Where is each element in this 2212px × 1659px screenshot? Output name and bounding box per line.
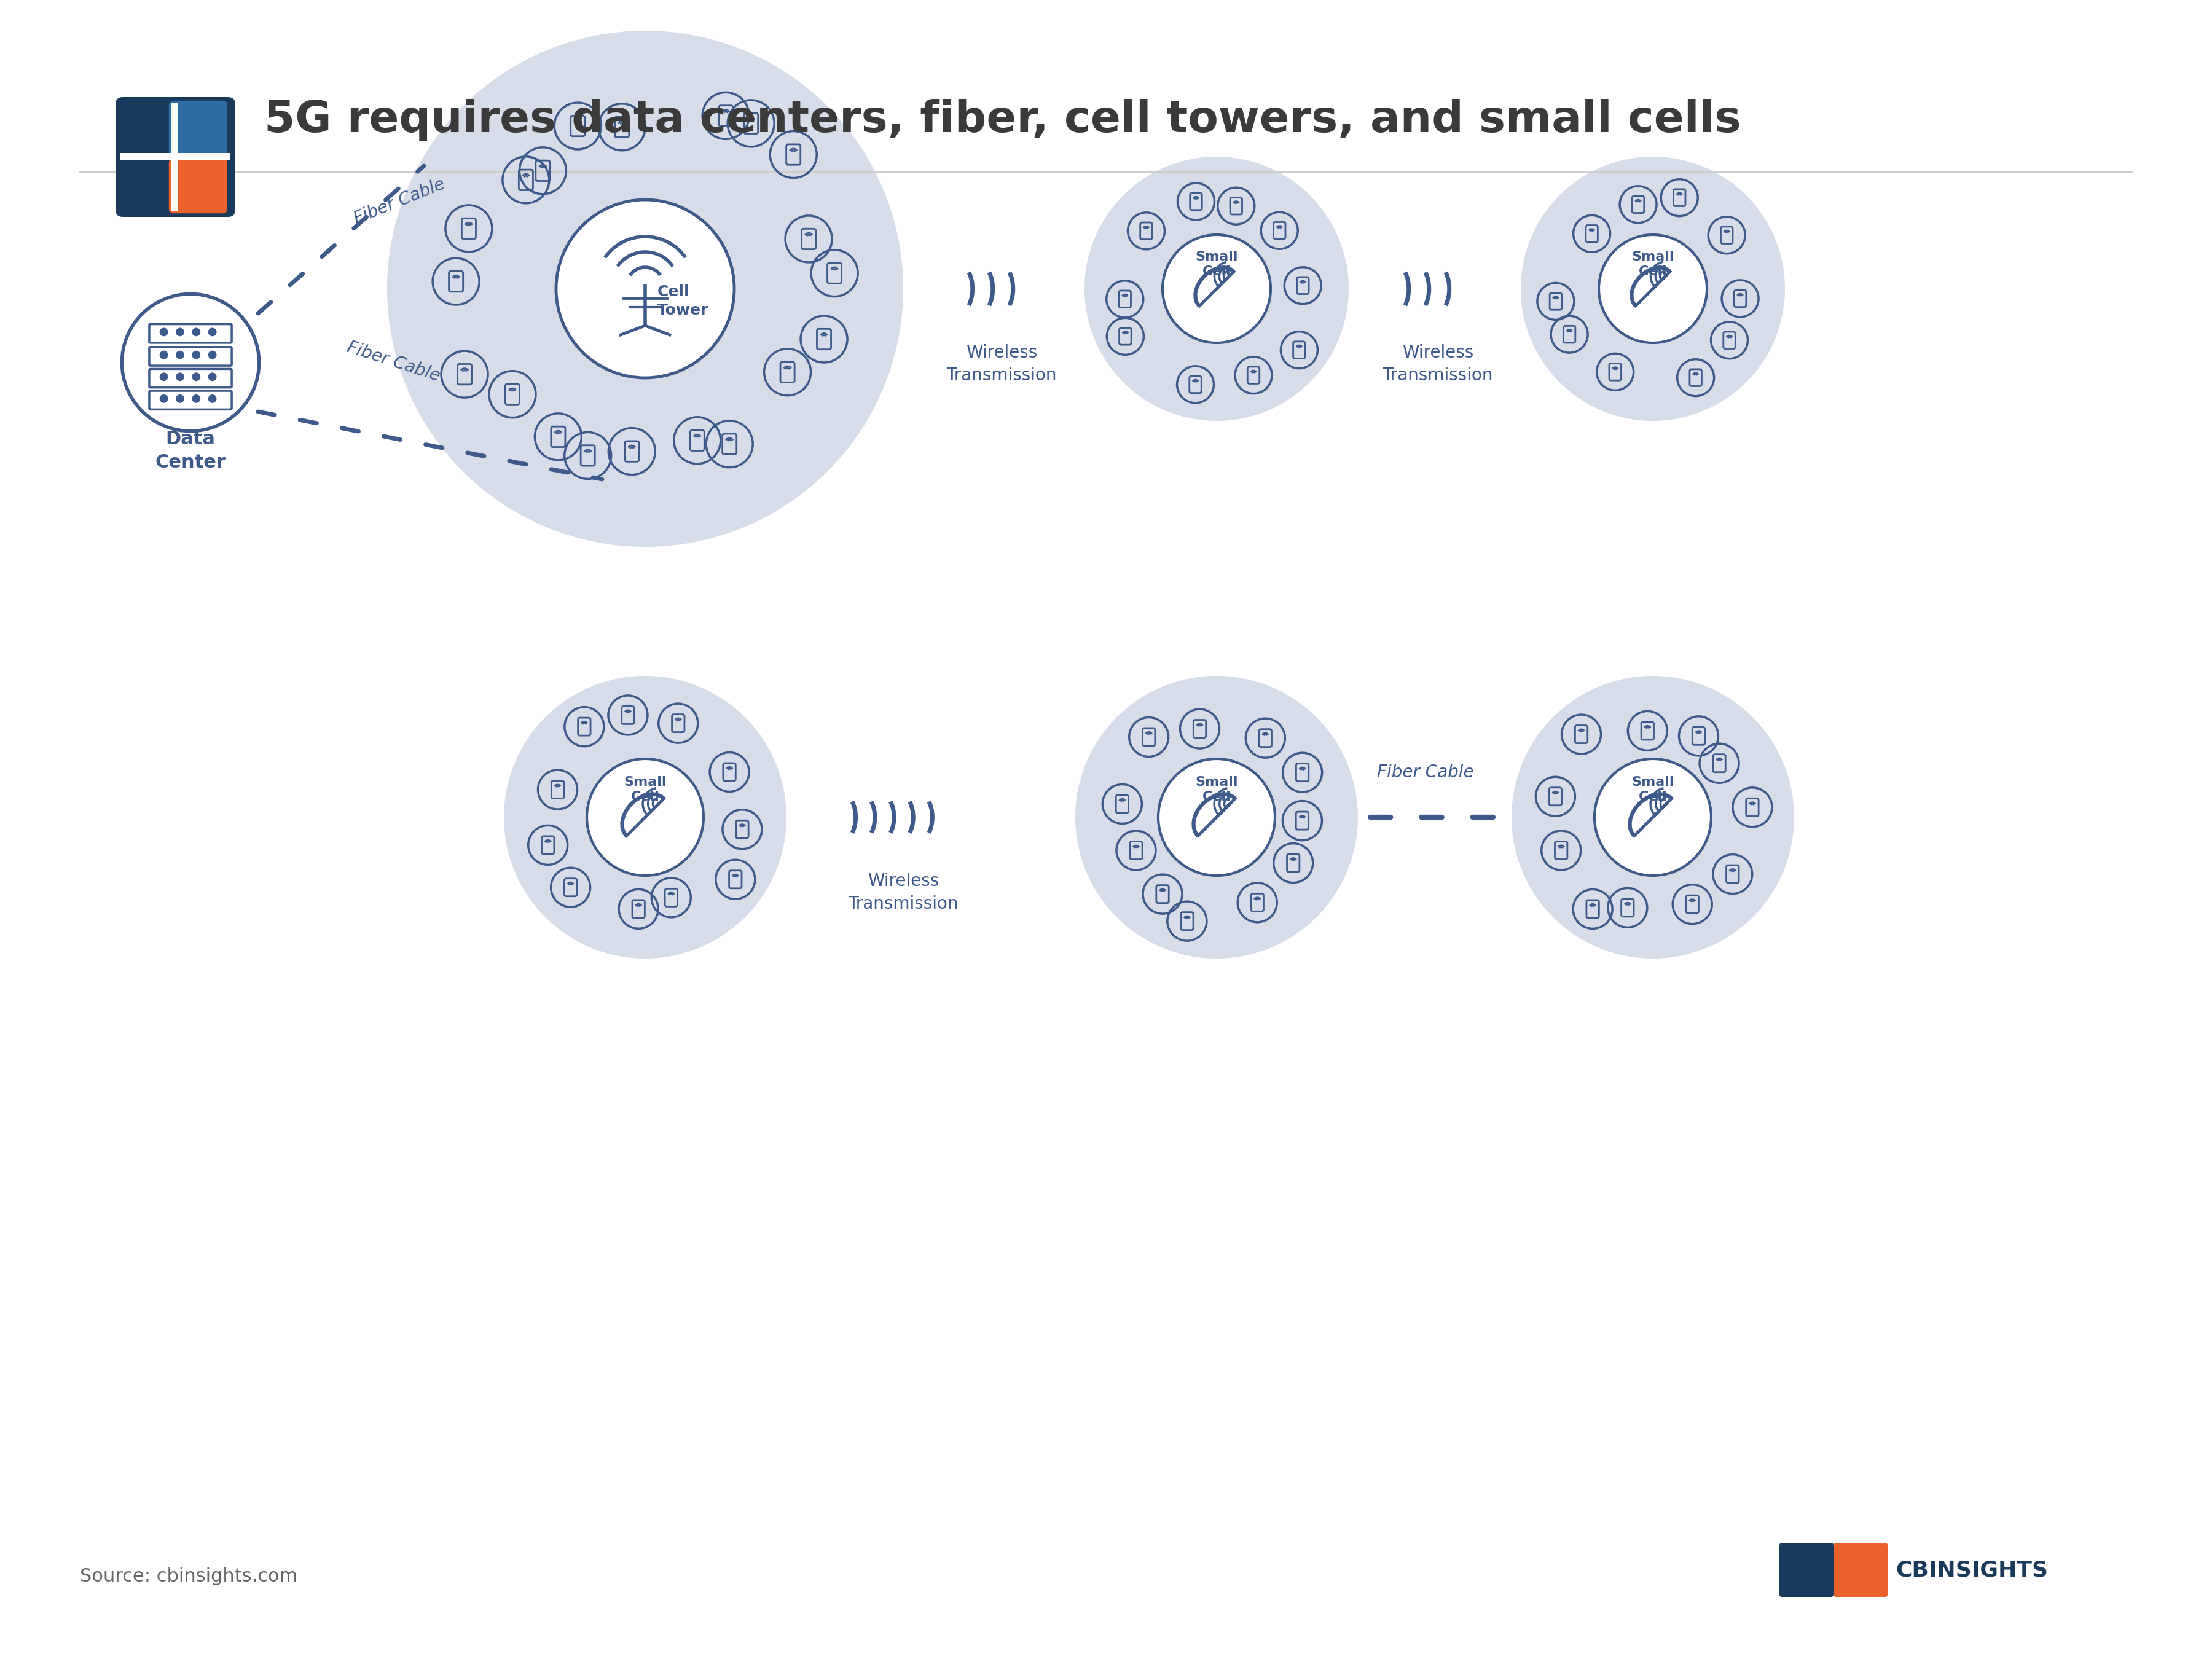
Circle shape xyxy=(1595,758,1712,876)
Text: Source: cbinsights.com: Source: cbinsights.com xyxy=(80,1568,296,1586)
Circle shape xyxy=(159,352,168,358)
Text: Small
Cell: Small Cell xyxy=(1194,776,1239,803)
Circle shape xyxy=(177,395,184,403)
Text: Fiber Cable: Fiber Cable xyxy=(1378,763,1473,781)
Circle shape xyxy=(208,373,217,380)
FancyBboxPatch shape xyxy=(119,153,230,159)
Circle shape xyxy=(208,395,217,403)
FancyBboxPatch shape xyxy=(173,103,179,211)
Circle shape xyxy=(177,373,184,380)
Circle shape xyxy=(1511,675,1794,959)
FancyBboxPatch shape xyxy=(168,158,228,214)
Text: Small
Cell: Small Cell xyxy=(624,776,666,803)
Circle shape xyxy=(504,675,787,959)
Text: Data
Center: Data Center xyxy=(155,430,226,471)
Circle shape xyxy=(177,352,184,358)
Circle shape xyxy=(1599,234,1708,343)
Circle shape xyxy=(192,328,199,335)
Circle shape xyxy=(1522,156,1785,421)
Circle shape xyxy=(555,199,734,378)
FancyBboxPatch shape xyxy=(1778,1543,1834,1598)
Circle shape xyxy=(1084,156,1349,421)
Circle shape xyxy=(177,328,184,335)
Text: 5G requires data centers, fiber, cell towers, and small cells: 5G requires data centers, fiber, cell to… xyxy=(263,98,1741,141)
Circle shape xyxy=(159,373,168,380)
Circle shape xyxy=(208,352,217,358)
Circle shape xyxy=(208,328,217,335)
Text: Cell
Tower: Cell Tower xyxy=(657,285,708,317)
FancyBboxPatch shape xyxy=(1834,1543,1887,1598)
Text: Wireless
Transmission: Wireless Transmission xyxy=(847,873,958,912)
Circle shape xyxy=(159,395,168,403)
Text: CBINSIGHTS: CBINSIGHTS xyxy=(1896,1559,2048,1581)
Text: Small
Cell: Small Cell xyxy=(1194,251,1239,279)
Circle shape xyxy=(1075,675,1358,959)
Circle shape xyxy=(192,373,199,380)
Text: Small
Cell: Small Cell xyxy=(1632,251,1674,279)
Text: Small
Cell: Small Cell xyxy=(1632,776,1674,803)
Circle shape xyxy=(192,395,199,403)
Text: Fiber Cable: Fiber Cable xyxy=(345,338,442,385)
Circle shape xyxy=(1159,758,1274,876)
Circle shape xyxy=(1164,234,1270,343)
Text: Wireless
Transmission: Wireless Transmission xyxy=(947,343,1057,383)
Text: Fiber Cable: Fiber Cable xyxy=(352,176,447,227)
Circle shape xyxy=(586,758,703,876)
FancyBboxPatch shape xyxy=(168,101,228,159)
Text: Wireless
Transmission: Wireless Transmission xyxy=(1382,343,1493,383)
Circle shape xyxy=(192,352,199,358)
Circle shape xyxy=(159,328,168,335)
Circle shape xyxy=(387,32,902,547)
FancyBboxPatch shape xyxy=(115,98,234,217)
